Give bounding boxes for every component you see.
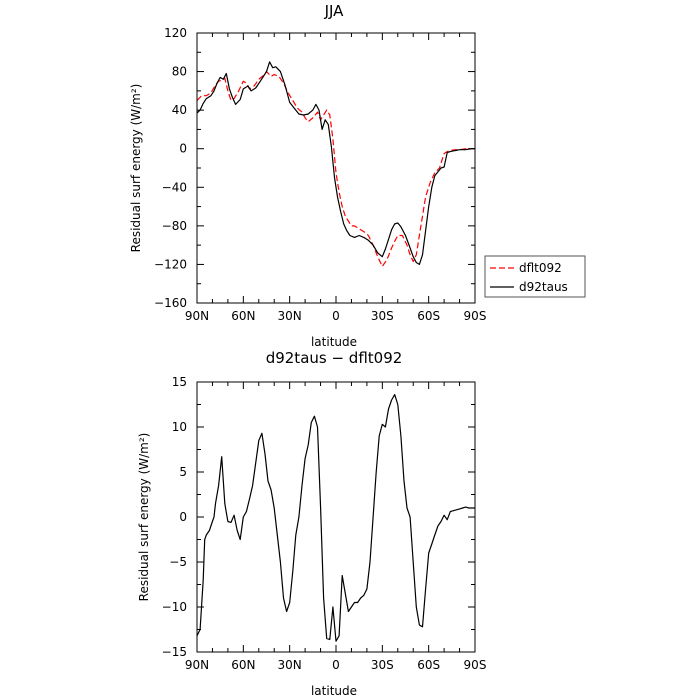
y-tick-label-top: −40: [162, 180, 187, 194]
plot-frame-bottom: [196, 381, 476, 653]
x-tick-label-top: 90N: [185, 309, 209, 323]
y-tick-label-top: −80: [162, 219, 187, 233]
panel-top: JJA 90N 60N 30N 0 30S 60S 90S −160 −120 −80 −40 0 40…: [129, 2, 586, 349]
legend-box: [484, 255, 586, 298]
x-tick-label-top: 30S: [371, 309, 394, 323]
y-tick-label-bottom: 10: [172, 420, 187, 434]
y-axis-label-bottom: Residual surf energy (W/m²): [137, 433, 151, 602]
x-tick-label-top: 60S: [417, 309, 440, 323]
y-tick-label-top: −160: [154, 296, 187, 310]
panel-bottom: d92taus − dflt092 90N 60N 30N 0 30S 60S 90S −15…: [137, 349, 486, 698]
x-tick-label-bottom: 60S: [417, 658, 440, 672]
y-tick-label-top: −120: [154, 257, 187, 271]
y-tick-label-top: 0: [179, 142, 187, 156]
x-axis-label-top: latitude: [311, 335, 357, 349]
x-tick-label-bottom: 90S: [464, 658, 487, 672]
chart-title-top: JJA: [324, 2, 345, 20]
y-tick-label-bottom: −10: [162, 600, 187, 614]
y-axis-label-top: Residual surf energy (W/m²): [129, 84, 143, 253]
y-tick-label-bottom: 0: [179, 510, 187, 524]
legend-label-dflt092: dflt092: [519, 261, 562, 275]
x-tick-label-top: 0: [332, 309, 340, 323]
x-tick-label-bottom: 90N: [185, 658, 209, 672]
legend: dflt092 d92taus: [484, 255, 586, 298]
y-tick-label-bottom: 5: [179, 465, 187, 479]
y-tick-label-bottom: 15: [172, 375, 187, 389]
x-tick-label-bottom: 30S: [371, 658, 394, 672]
x-axis-label-bottom: latitude: [311, 684, 357, 698]
series-line-bottom-0: [196, 394, 475, 642]
y-tick-label-top: 120: [164, 26, 187, 40]
x-tick-label-top: 90S: [464, 309, 487, 323]
legend-label-d92taus: d92taus: [519, 280, 568, 294]
series-line-top-d92taus: [196, 61, 475, 265]
x-tick-label-bottom: 0: [332, 658, 340, 672]
x-tick-label-bottom: 60N: [231, 658, 255, 672]
x-tick-label-top: 60N: [231, 309, 255, 323]
chart-title-bottom: d92taus − dflt092: [266, 349, 403, 367]
y-tick-label-top: 80: [172, 65, 187, 79]
x-tick-label-bottom: 30N: [278, 658, 302, 672]
y-tick-label-top: 40: [172, 103, 187, 117]
y-tick-label-bottom: −15: [162, 645, 187, 659]
series-line-top-dflt092: [196, 70, 475, 267]
x-tick-label-top: 30N: [278, 309, 302, 323]
y-tick-label-bottom: −5: [169, 555, 187, 569]
